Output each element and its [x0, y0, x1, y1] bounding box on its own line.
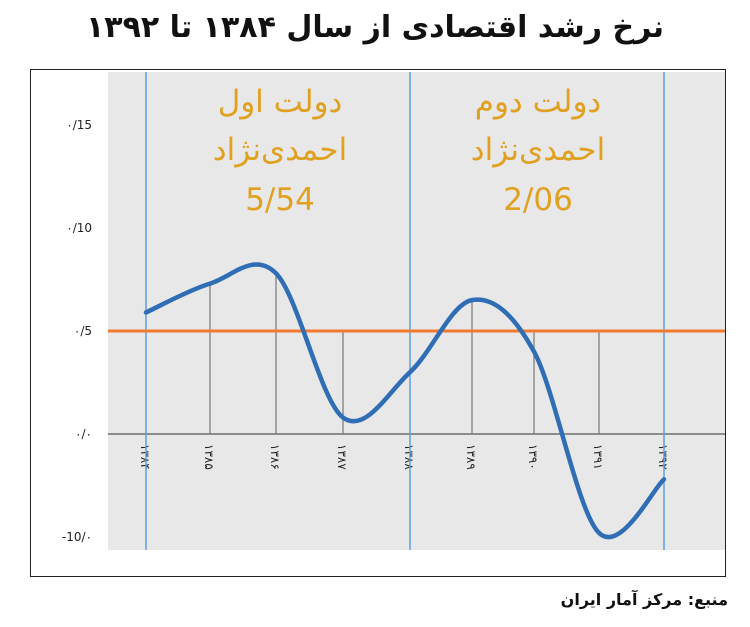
- source-note: منبع: مرکز آمار ایران: [560, 590, 728, 609]
- period-annotation: 5/54: [245, 182, 315, 218]
- chart-title: نرخ رشد اقتصادی از سال ۱۳۸۴ تا ۱۳۹۲: [85, 10, 665, 45]
- x-tick-label: ۱۳۸۴: [138, 444, 152, 470]
- plot-background: [108, 72, 725, 550]
- x-tick-label: ۱۳۸۹: [464, 444, 478, 470]
- y-tick-label: -10/٠: [62, 530, 92, 544]
- y-tick-label: ٠/10: [66, 221, 92, 235]
- x-tick-label: ۱۳۸۶: [268, 444, 282, 470]
- period-annotation: احمدی‌نژاد: [471, 132, 605, 168]
- x-tick-label: ۱۳۸۸: [402, 444, 416, 470]
- y-tick-label: ٠/٠: [75, 427, 92, 441]
- period-annotation: دولت دوم: [475, 84, 601, 120]
- x-tick-label: ۱۳۸۷: [335, 444, 349, 470]
- y-tick-label: ٠/15: [66, 118, 92, 132]
- chart-frame: [30, 69, 726, 577]
- series-line: [143, 262, 667, 539]
- x-tick-label: ۱۳۹۰: [526, 444, 540, 470]
- period-annotation: 2/06: [503, 182, 573, 218]
- x-tick-label: ۱۳۹۲: [656, 444, 670, 470]
- x-tick-label: ۱۳۹۱: [591, 444, 605, 470]
- period-annotation: دولت اول: [218, 84, 343, 120]
- y-tick-label: ٠/5: [74, 324, 92, 338]
- x-tick-label: ۱۳۸۵: [202, 444, 216, 470]
- period-annotation: احمدی‌نژاد: [213, 132, 347, 168]
